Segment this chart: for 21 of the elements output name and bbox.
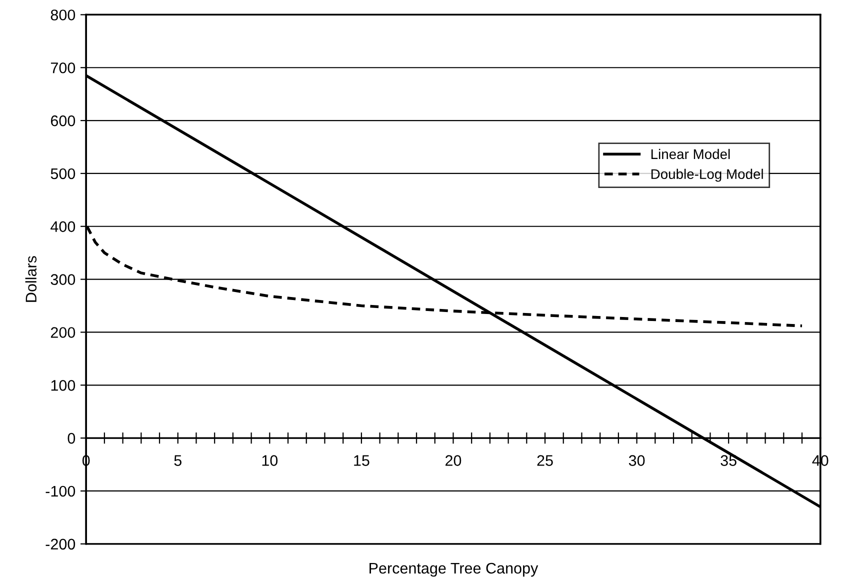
y-tick-label: -100 (46, 486, 76, 497)
y-tick-label: 600 (50, 115, 76, 126)
y-tick-label: -200 (46, 538, 76, 550)
y-tick-label: 500 (50, 168, 76, 180)
legend-label: Linear Model (651, 148, 730, 160)
y-tick-label: 100 (51, 380, 76, 391)
x-tick-label: 10 (262, 455, 278, 466)
y-tick-label: 400 (50, 221, 76, 232)
x-axis-title: Percentage Tree Canopy (370, 562, 538, 577)
y-tick-label: 200 (50, 327, 76, 338)
legend-label: Double-Log Model (651, 168, 763, 182)
x-tick-label: 20 (446, 455, 462, 466)
x-tick-label: 30 (628, 455, 645, 466)
y-tick-label: 700 (50, 62, 76, 74)
y-tick-label: 0 (68, 432, 76, 444)
y-tick-label: 800 (50, 10, 76, 20)
x-tick-label: 5 (174, 455, 182, 466)
x-tick-label: 15 (354, 455, 370, 466)
y-axis-title: Dollars (25, 256, 37, 302)
y-tick-label: 300 (50, 274, 76, 285)
x-tick-label: 25 (537, 455, 553, 466)
